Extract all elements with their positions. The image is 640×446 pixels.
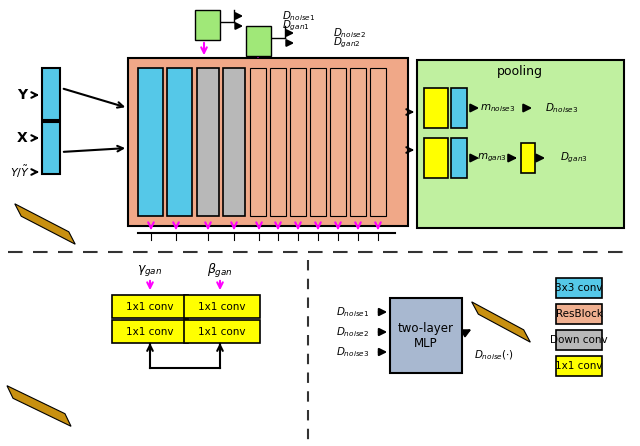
Text: $m_{gan3}$: $m_{gan3}$ (477, 152, 507, 164)
Bar (556, 304, 602, 324)
Text: $D_{noise}(\cdot)$: $D_{noise}(\cdot)$ (474, 348, 514, 362)
Bar (197, 68, 219, 216)
Text: $D_{gan3}$: $D_{gan3}$ (560, 151, 588, 165)
Text: $D_{noise2}$: $D_{noise2}$ (333, 26, 366, 40)
Text: X: X (17, 131, 28, 145)
Bar (451, 138, 467, 178)
Text: 1x1 conv: 1x1 conv (126, 302, 173, 312)
Text: $m_{noise3}$: $m_{noise3}$ (480, 102, 516, 114)
Bar (556, 330, 602, 350)
Bar (128, 58, 408, 226)
Bar (370, 68, 386, 216)
Bar (167, 68, 192, 216)
Text: 3x3 conv: 3x3 conv (556, 283, 603, 293)
Bar (112, 295, 188, 318)
Bar (451, 88, 467, 128)
Bar (556, 278, 602, 298)
Text: ResBlock: ResBlock (556, 309, 602, 319)
Bar (424, 88, 448, 128)
Polygon shape (15, 204, 76, 244)
Text: Y: Y (17, 88, 27, 102)
Text: 1x1 conv: 1x1 conv (198, 302, 246, 312)
Text: $D_{noise1}$: $D_{noise1}$ (336, 305, 369, 319)
Bar (184, 320, 260, 343)
Bar (250, 68, 266, 216)
Text: $Y/\tilde{Y}$: $Y/\tilde{Y}$ (10, 164, 30, 180)
Bar (521, 143, 535, 173)
Text: $D_{noise1}$: $D_{noise1}$ (282, 9, 316, 23)
Bar (390, 298, 462, 373)
Text: $D_{noise3}$: $D_{noise3}$ (545, 101, 579, 115)
Text: $\gamma_{gan}$: $\gamma_{gan}$ (138, 264, 163, 278)
Polygon shape (472, 302, 531, 342)
Text: $D_{noise3}$: $D_{noise3}$ (336, 345, 369, 359)
Bar (223, 68, 245, 216)
Bar (270, 68, 286, 216)
Text: $D_{noise2}$: $D_{noise2}$ (336, 325, 369, 339)
Bar (350, 68, 366, 216)
Polygon shape (7, 386, 71, 426)
Bar (424, 138, 448, 178)
Text: 1x1 conv: 1x1 conv (198, 327, 246, 337)
Bar (42, 122, 60, 174)
Text: Down conv: Down conv (550, 335, 608, 345)
Bar (417, 60, 624, 228)
Text: 1x1 conv: 1x1 conv (556, 361, 603, 371)
Bar (138, 68, 163, 216)
Bar (556, 356, 602, 376)
Bar (112, 320, 188, 343)
Text: $D_{gan1}$: $D_{gan1}$ (282, 19, 310, 33)
Bar (290, 68, 306, 216)
Bar (330, 68, 346, 216)
Text: $D_{gan2}$: $D_{gan2}$ (333, 36, 360, 50)
Text: 1x1 conv: 1x1 conv (126, 327, 173, 337)
Bar (42, 68, 60, 120)
Bar (310, 68, 326, 216)
Text: two-layer
MLP: two-layer MLP (398, 322, 454, 350)
Bar (184, 295, 260, 318)
Bar (195, 10, 220, 40)
Text: $\beta_{gan}$: $\beta_{gan}$ (207, 262, 233, 280)
Bar (246, 26, 271, 56)
Text: pooling: pooling (497, 66, 543, 78)
